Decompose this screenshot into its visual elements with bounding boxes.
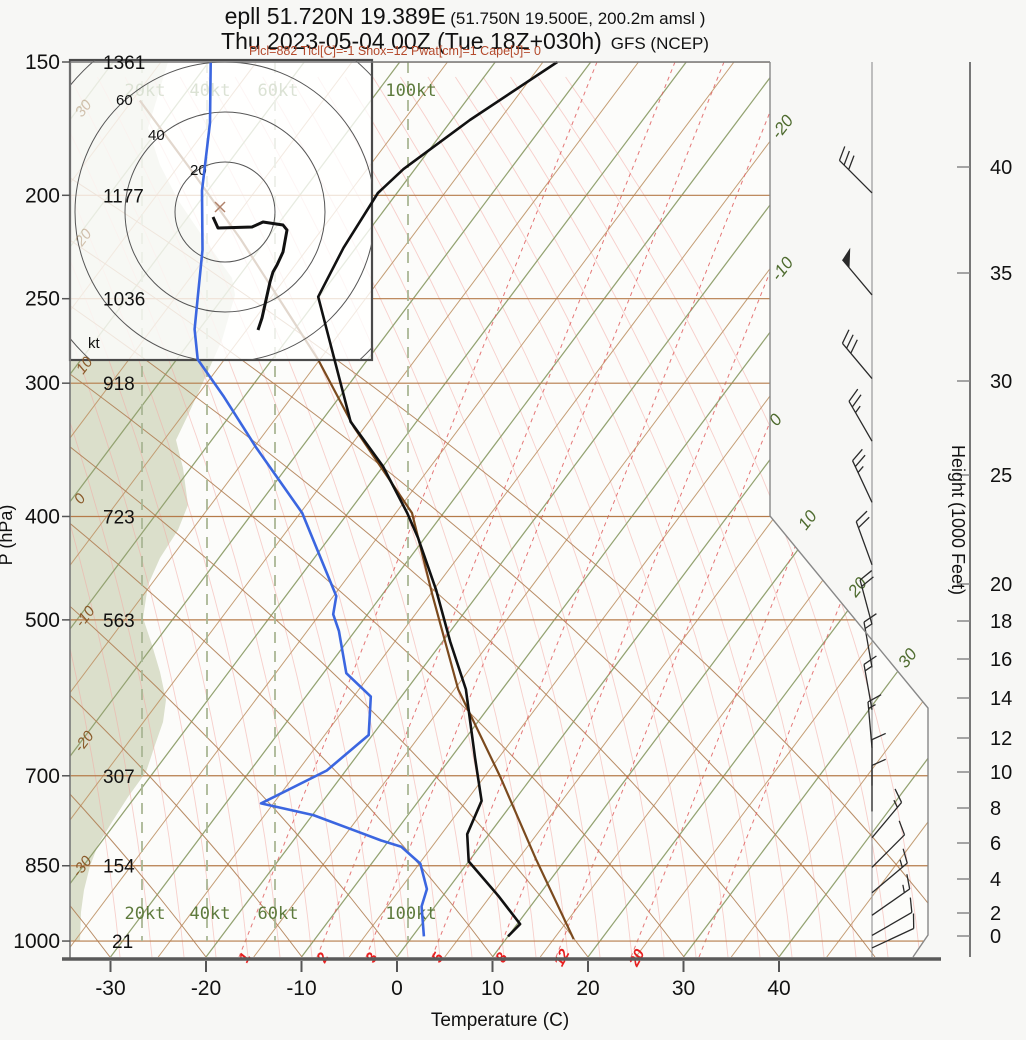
plot-border [62,61,941,961]
svg-text:6: 6 [990,833,1001,855]
svg-text:200: 200 [25,184,60,207]
svg-text:250: 250 [25,288,60,311]
svg-text:8: 8 [990,798,1001,820]
svg-text:1000: 1000 [13,930,60,953]
indices-annotation: Plcl=882 Tlcl[C]=-1 Shox=12 Pwat[cm]=1 C… [249,44,541,58]
wind-barb [848,388,873,442]
wind-barb [871,874,911,916]
svg-text:40: 40 [767,977,790,1000]
pressure-axis-title: P (hPa) [0,505,16,566]
svg-text:154: 154 [103,857,135,878]
wind-barb [855,510,873,566]
geopotential-heights: 1361 1177 1036 918 723 563 307 154 21 [103,53,145,953]
svg-text:21: 21 [112,932,133,953]
svg-text:40: 40 [148,127,165,144]
svg-text:918: 918 [103,374,135,395]
wind-barb [871,820,906,868]
svg-text:0: 0 [391,977,403,1000]
svg-text:723: 723 [103,507,135,528]
svg-text:-30: -30 [95,977,125,1000]
svg-text:16: 16 [990,649,1012,671]
svg-text:20kt: 20kt [125,904,166,924]
svg-text:-10: -10 [286,977,316,1000]
svg-text:20: 20 [990,574,1012,596]
temperature-axis: -30 -20 -10 0 10 20 30 40 [95,961,791,1000]
svg-text:18: 18 [990,611,1012,633]
kt-reference-lines [141,62,409,941]
svg-text:25: 25 [990,465,1012,487]
svg-text:10: 10 [990,762,1012,784]
wind-barb [841,247,873,296]
svg-text:400: 400 [25,505,60,528]
svg-text:150: 150 [25,51,60,74]
wind-barb [867,694,882,748]
wind-barb [871,758,886,812]
svg-text:300: 300 [25,372,60,395]
svg-text:60: 60 [116,92,133,109]
wind-barbs [838,62,915,957]
svg-text:500: 500 [25,609,60,632]
svg-text:20: 20 [576,977,599,1000]
title-block: epll 51.720N 19.389E (51.750N 19.500E, 2… [75,4,855,54]
svg-text:30: 30 [990,371,1012,393]
temperature-profile [316,60,559,938]
temperature-axis-title: Temperature (C) [431,1010,569,1031]
pressure-axis: 150 200 250 300 400 500 700 850 1000 [13,51,70,953]
model-name: GFS (NCEP) [610,33,709,53]
svg-text:40kt: 40kt [190,904,231,924]
wind-barb [871,848,908,894]
svg-text:563: 563 [103,611,135,632]
valid-time: Thu 2023-05-04 00Z (Tue 18Z+030h) [221,27,602,54]
wind-barb [841,329,873,379]
svg-text:-20: -20 [191,977,221,1000]
wind-barb [851,448,873,503]
svg-text:35: 35 [990,263,1012,285]
svg-text:2: 2 [990,903,1001,925]
station-title: epll 51.720N 19.389E [224,3,446,29]
wind-barb [871,788,903,839]
svg-text:4: 4 [990,869,1001,891]
wind-barb [863,655,877,710]
title-line-1: epll 51.720N 19.389E (51.750N 19.500E, 2… [75,4,855,29]
wind-barb [859,570,874,625]
svg-text:100kt: 100kt [385,904,436,924]
height-axis-title: Height (1000 Feet) [948,445,968,595]
svg-text:12: 12 [990,728,1012,750]
svg-text:10: 10 [481,977,504,1000]
svg-text:40: 40 [990,157,1012,179]
svg-text:1036: 1036 [103,290,145,311]
wind-barb [838,146,873,194]
svg-text:0: 0 [990,926,1001,948]
title-line-2: Thu 2023-05-04 00Z (Tue 18Z+030h) GFS (N… [75,27,855,54]
wind-barb [871,913,915,949]
hodograph-trace [211,216,289,331]
height-axis: 40 35 30 25 20 18 16 14 12 10 8 6 4 20 [957,62,1012,957]
hodograph-unit: kt [88,335,101,352]
svg-text:1361: 1361 [103,53,145,74]
dry-adiabats [70,86,928,957]
wind-barb [871,897,913,937]
dewpoint-profile [193,61,429,937]
svg-text:700: 700 [25,765,60,788]
isobar-lines [70,62,928,942]
station-note: (51.750N 19.500E, 200.2m amsl ) [450,9,706,28]
svg-text:30: 30 [672,977,695,1000]
svg-text:850: 850 [25,855,60,878]
svg-text:100kt: 100kt [385,81,436,101]
storm-motion-marker [214,201,226,213]
svg-text:1177: 1177 [103,186,144,207]
svg-text:14: 14 [990,688,1012,710]
svg-text:20: 20 [190,162,207,179]
svg-text:307: 307 [103,767,135,788]
svg-text:60kt: 60kt [258,904,299,924]
